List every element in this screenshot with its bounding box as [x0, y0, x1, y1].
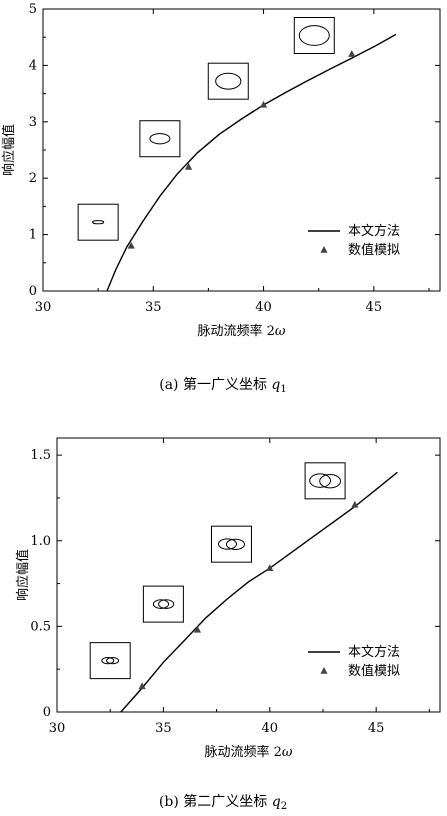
x-tick-label-b-40: 40: [262, 721, 279, 736]
data-point-b-2: [266, 564, 274, 571]
legend-label-method-b: 本文方法: [348, 644, 400, 660]
legend-b: 本文方法 数值模拟: [308, 644, 400, 679]
caption-b: (b) 第二广义坐标 q2: [159, 793, 287, 812]
data-point-b-3: [351, 500, 359, 508]
legend-a: 本文方法 数值模拟: [308, 223, 400, 258]
legend-label-sim-b: 数值模拟: [348, 663, 400, 679]
y-tick-label-a-1: 1: [29, 228, 37, 243]
y-axis-title-a: 响应幅值: [1, 124, 17, 176]
x-tick-label-a-30: 30: [35, 300, 52, 315]
plot-frame-b: [56, 437, 441, 713]
legend-triangle-icon-b: [320, 667, 328, 674]
inset-box-b-2: [210, 525, 252, 563]
y-tick-label-a-4: 4: [29, 58, 37, 73]
x-tick-label-a-35: 35: [145, 300, 162, 315]
inset-ellipse-b-2-1: [225, 538, 245, 551]
caption-a: (a) 第一广义坐标 q1: [159, 376, 287, 395]
inset-ellipse-a-0-0: [92, 220, 105, 225]
inset-a-2: [207, 62, 249, 100]
y-tick-label-a-3: 3: [29, 115, 37, 130]
legend-triangle-icon-a: [320, 246, 328, 253]
inset-ellipse-b-3-1: [319, 473, 342, 489]
legend-label-sim-a: 数值模拟: [348, 242, 400, 258]
x-tick-label-b-30: 30: [49, 721, 66, 736]
inset-box-a-2: [207, 62, 249, 100]
data-point-b-1: [193, 625, 202, 633]
y-tick-label-b-0.5: 0.5: [30, 619, 51, 634]
inset-b-1: [142, 585, 184, 623]
inset-a-3: [293, 17, 335, 55]
inset-b-2: [210, 525, 252, 563]
y-tick-label-a-0: 0: [29, 284, 37, 299]
x-tick-label-a-45: 45: [366, 300, 383, 315]
data-point-b-0: [138, 682, 146, 690]
inset-box-a-1: [139, 120, 181, 158]
x-axis-title-a: 脉动流频率 2ω: [197, 323, 285, 339]
inset-ellipse-a-3-0: [298, 25, 330, 46]
inset-ellipse-a-1-0: [149, 133, 171, 145]
curve-a: [106, 33, 397, 292]
data-point-a-2: [259, 100, 268, 108]
inset-a-1: [139, 120, 181, 158]
y-tick-label-b-1.5: 1.5: [30, 448, 51, 463]
inset-b-0: [89, 642, 131, 680]
inset-box-b-1: [142, 585, 184, 623]
y-tick-label-b-1.0: 1.0: [30, 534, 51, 549]
chart-b: 30 35 40 45 0 0.5 1.0 1.5 本文方法 数值模拟 脉动流频率 2ω 响应…: [15, 437, 441, 812]
inset-ellipse-b-2-0: [217, 538, 237, 550]
inset-box-b-3: [304, 462, 346, 500]
inset-box-b-0: [89, 642, 131, 680]
inset-a-0: [77, 203, 119, 241]
x-tick-label-a-40: 40: [255, 300, 272, 315]
inset-box-a-3: [293, 17, 335, 55]
inset-box-a-0: [77, 203, 119, 241]
legend-label-method-a: 本文方法: [348, 223, 400, 239]
data-point-a-3: [348, 50, 356, 57]
inset-b-3: [304, 462, 346, 500]
inset-ellipse-b-1-0: [152, 599, 170, 609]
y-tick-label-b-0: 0: [43, 705, 51, 720]
x-tick-label-b-35: 35: [155, 721, 172, 736]
curve-b: [120, 471, 398, 713]
inset-ellipse-b-0-0: [101, 656, 115, 665]
y-axis-title-b: 响应幅值: [15, 549, 31, 601]
y-tick-label-a-2: 2: [29, 171, 37, 186]
inset-ellipse-b-1-1: [158, 599, 175, 609]
y-tick-label-a-5: 5: [29, 2, 37, 17]
inset-ellipse-b-0-1: [106, 656, 120, 665]
x-axis-title-b: 脉动流频率 2ω: [204, 744, 292, 760]
inset-ellipse-a-2-0: [215, 72, 242, 90]
data-point-a-0: [127, 241, 135, 249]
data-point-a-1: [184, 162, 193, 170]
inset-ellipse-b-3-0: [309, 473, 332, 488]
x-tick-label-b-45: 45: [368, 721, 385, 736]
